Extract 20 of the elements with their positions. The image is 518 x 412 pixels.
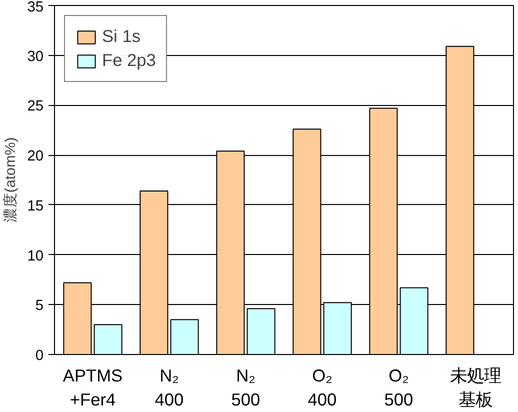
bar	[94, 324, 122, 354]
x-tick-label: O₂ 500	[384, 366, 414, 410]
bar	[170, 319, 199, 354]
x-tick-label: N₂ 500	[231, 366, 260, 410]
legend-label: Si 1s	[102, 26, 141, 47]
y-tick-label: 25	[27, 98, 44, 115]
y-tick-label: 10	[27, 248, 44, 264]
y-tick-label: 35	[27, 0, 44, 16]
x-tick-label: N₂ 400	[154, 366, 184, 410]
y-tick-label: 15	[27, 198, 44, 214]
y-axis-title: 濃度(atom%)	[2, 137, 20, 223]
x-tick-label: 未処理基板	[450, 366, 501, 410]
y-tick-label: 30	[27, 48, 44, 65]
y-tick-label: 5	[35, 298, 44, 314]
y-tick-label: 20	[27, 148, 44, 165]
x-tick-label: APTMS +Fer4	[62, 366, 123, 410]
y-tick-label: 0	[35, 348, 44, 364]
bar	[246, 308, 276, 354]
x-tick-label: O₂ 400	[308, 366, 337, 410]
legend-label: Fe 2p3	[102, 50, 156, 71]
